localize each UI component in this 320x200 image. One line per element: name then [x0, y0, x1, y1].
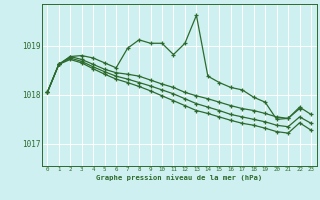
X-axis label: Graphe pression niveau de la mer (hPa): Graphe pression niveau de la mer (hPa)	[96, 174, 262, 181]
